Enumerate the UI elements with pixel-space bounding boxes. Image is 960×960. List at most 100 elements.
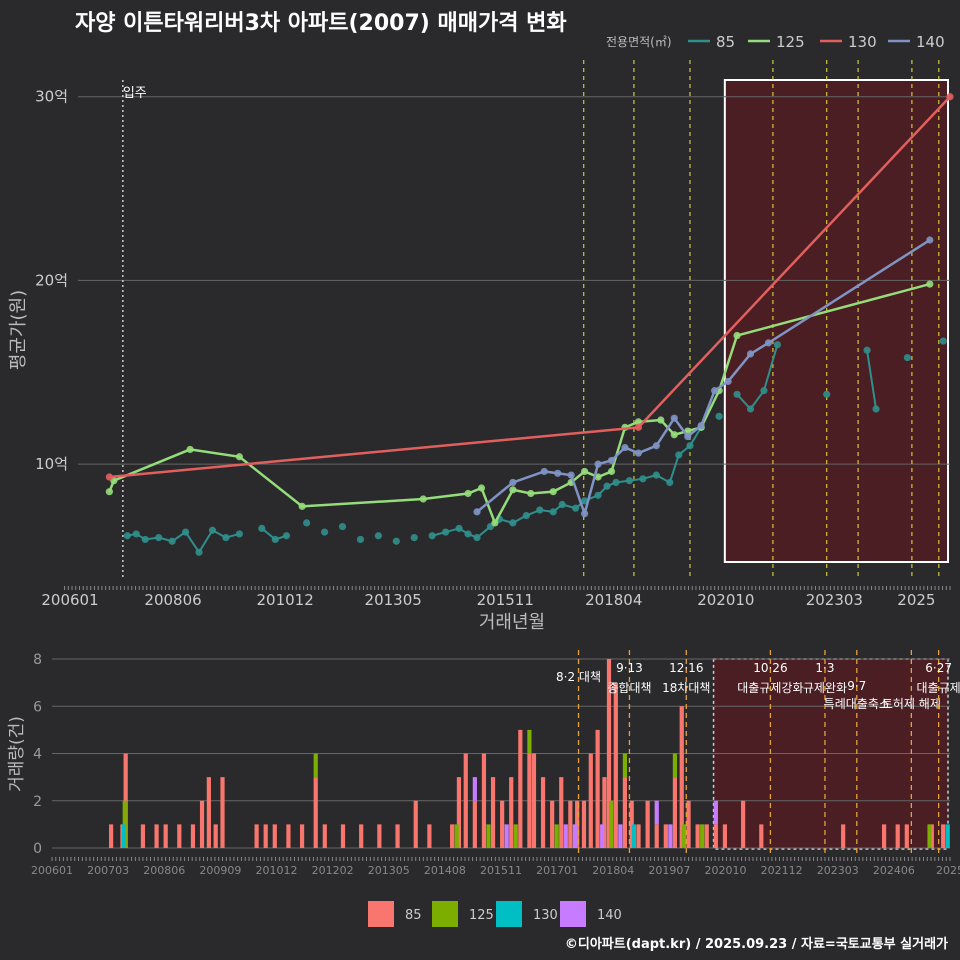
legend-box-label-130: 130 — [533, 908, 558, 923]
volume-x-tick-label: 200806 — [143, 864, 185, 877]
volume-y-tick-label: 2 — [33, 794, 42, 810]
policy-date-label: 1·3 — [815, 661, 834, 675]
volume-bar-85 — [109, 824, 114, 848]
volume-bar-85 — [263, 824, 268, 848]
volume-bar-85 — [895, 824, 900, 848]
volume-bar-85 — [606, 659, 612, 848]
x-axis-title: 거래년월 — [479, 612, 545, 633]
x-tick-label: 201305 — [365, 591, 422, 609]
volume-y-tick-label: 4 — [33, 747, 42, 763]
legend-box-label-85: 85 — [405, 908, 422, 923]
volume-x-tick-label: 201511 — [480, 864, 522, 877]
price-gridlines — [78, 96, 950, 465]
data-point-140 — [684, 432, 692, 441]
volume-bar-85 — [904, 824, 909, 848]
policy-lines — [583, 60, 940, 578]
data-point-85 — [558, 500, 566, 509]
data-point-85 — [410, 533, 418, 542]
volume-bar-85 — [581, 800, 587, 848]
data-point-85 — [181, 528, 190, 536]
y-tick-label: 30억 — [35, 88, 68, 106]
volume-x-tick-label: 201305 — [368, 864, 410, 877]
price-y-ticks: 10억 20억 30억 — [35, 88, 68, 473]
data-point-85 — [464, 530, 472, 538]
volume-x-tick-label: 201202 — [312, 864, 354, 877]
volume-bar-125 — [527, 729, 532, 754]
data-point-140 — [652, 442, 660, 450]
volume-bar-85 — [313, 777, 318, 848]
data-point-85 — [208, 526, 217, 534]
series-segment-85 — [198, 529, 214, 553]
volume-x-tick-label: 200703 — [87, 864, 129, 877]
data-point-85 — [863, 346, 871, 354]
volume-bar-85 — [500, 800, 505, 848]
data-point-125 — [527, 489, 535, 498]
policy-name-label: 규제완화 — [803, 681, 847, 695]
policy-name-label: 토허제 해제 — [882, 697, 941, 711]
price-x-ticks: 200601 200806 201012 201305 201511 201804 2020… — [41, 586, 951, 609]
volume-bar-85 — [154, 824, 159, 848]
data-point-85 — [603, 482, 611, 490]
volume-x-tick-label: 201408 — [424, 864, 466, 877]
data-point-85 — [675, 451, 683, 459]
volume-bar-130 — [945, 824, 950, 848]
price-series — [105, 93, 954, 556]
data-point-140 — [926, 236, 934, 244]
volume-bar-85 — [540, 777, 546, 848]
volume-bar-85 — [588, 753, 593, 848]
policy-name-label: 대출규제강화 — [737, 681, 803, 695]
data-point-85 — [652, 471, 660, 479]
volume-x-tick-label: 202303 — [817, 864, 859, 877]
series-segment-85 — [184, 531, 200, 553]
volume-bar-85 — [359, 824, 364, 848]
volume-bar-85 — [206, 777, 211, 848]
volume-bar-85 — [163, 824, 168, 848]
legend-label-130: 130 — [848, 33, 877, 51]
volume-bar-140 — [713, 800, 718, 825]
data-point-140 — [594, 460, 602, 468]
volume-x-tick-label: 202406 — [873, 864, 915, 877]
data-point-85 — [455, 524, 463, 533]
data-point-85 — [168, 537, 176, 545]
volume-bar-85 — [695, 824, 700, 848]
data-point-140 — [540, 467, 548, 476]
data-point-140 — [581, 510, 589, 518]
data-point-85 — [639, 475, 647, 483]
volume-bar-140 — [618, 824, 623, 848]
data-point-140 — [607, 456, 616, 465]
data-point-125 — [607, 467, 616, 476]
volume-bar-85 — [472, 800, 477, 848]
x-tick-label: 201511 — [477, 591, 534, 609]
volume-bar-85 — [450, 824, 455, 848]
policy-date-label: 6·27 — [925, 661, 952, 675]
data-point-125 — [477, 484, 486, 492]
data-point-125 — [235, 453, 243, 461]
data-point-85 — [320, 528, 329, 536]
volume-bar-125 — [513, 824, 518, 848]
data-point-85 — [428, 532, 436, 540]
volume-bar-140 — [654, 800, 659, 825]
volume-bar-125 — [927, 824, 932, 848]
data-point-85 — [235, 530, 243, 538]
data-point-125 — [298, 502, 306, 510]
volume-bar-85 — [559, 777, 564, 848]
volume-bar-85 — [456, 777, 462, 848]
volume-y-tick-label: 6 — [33, 699, 42, 715]
volume-bar-85 — [427, 824, 432, 848]
volume-bar-85 — [213, 824, 218, 848]
data-point-140 — [670, 414, 678, 422]
volume-bar-85 — [636, 824, 641, 848]
data-point-85 — [282, 532, 291, 540]
volume-bar-130 — [631, 824, 637, 848]
data-point-85 — [939, 337, 947, 345]
volume-bar-85 — [629, 800, 634, 848]
y-axis-title: 평균가(원) — [8, 290, 29, 370]
legend-box-125 — [432, 901, 458, 927]
volume-bar-130 — [121, 824, 126, 848]
volume-bar-140 — [572, 824, 577, 848]
volume-bar-85 — [322, 824, 327, 848]
data-point-140 — [711, 387, 719, 395]
volume-bar-85 — [550, 800, 555, 848]
volume-bar-85 — [568, 800, 573, 848]
data-point-140 — [764, 339, 773, 347]
